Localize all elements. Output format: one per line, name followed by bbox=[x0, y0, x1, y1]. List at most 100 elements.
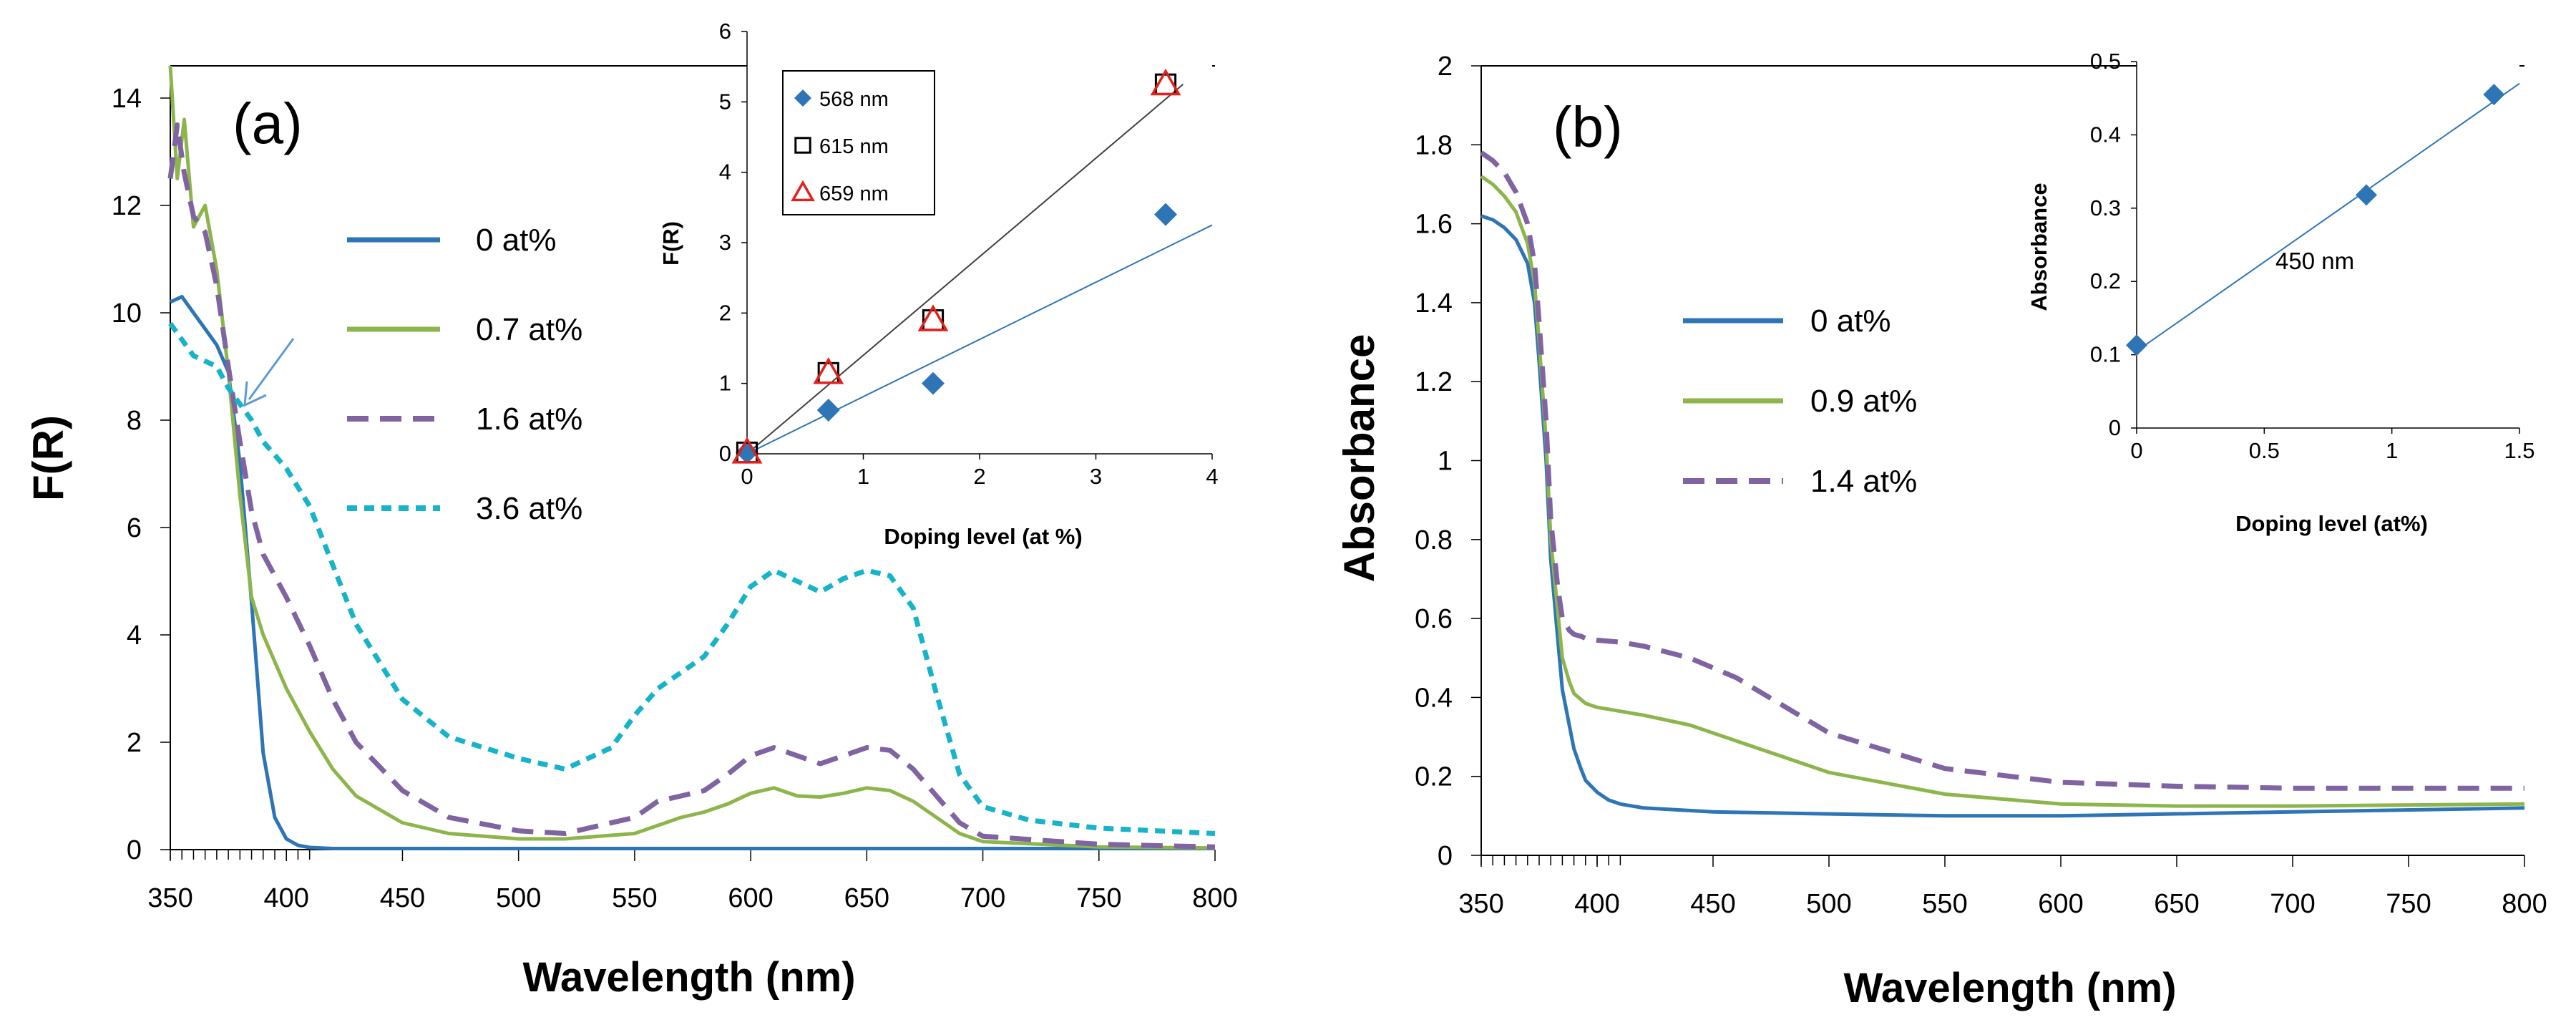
legend-label: 1.4 at% bbox=[1810, 464, 1917, 499]
x-tick-label: 550 bbox=[612, 883, 657, 913]
y-tick-label: 0.5 bbox=[2090, 49, 2121, 74]
y-tick-label: 2 bbox=[1438, 52, 1453, 82]
x-tick-label: 0.5 bbox=[2249, 438, 2280, 463]
legend-label: 0.9 at% bbox=[1810, 384, 1917, 419]
y-tick-label: 0 bbox=[1438, 841, 1453, 871]
y-axis-label: Absorbance bbox=[1335, 334, 1383, 583]
x-tick-label: 600 bbox=[728, 883, 773, 913]
data-point-568-nm bbox=[816, 399, 840, 422]
legend-label: 0 at% bbox=[476, 223, 557, 258]
x-tick-label: 500 bbox=[1806, 889, 1851, 919]
legend-marker bbox=[791, 180, 815, 202]
y-tick-label: 0.6 bbox=[1415, 604, 1453, 634]
series-line-0-7at bbox=[168, 65, 1216, 850]
x-axis-label: Wavelength (nm) bbox=[1843, 965, 2176, 1011]
y-tick-label: 0 bbox=[2109, 415, 2121, 440]
chart-a-inset: 0 1 2 3 4 0 1 2 3 4 5 6 568 nm 615 nm 659 nm Doping lev… bbox=[658, 19, 1219, 549]
y-tick-label: 5 bbox=[719, 89, 731, 114]
data-point-659-nm bbox=[813, 356, 844, 384]
data-point-659-nm bbox=[731, 437, 763, 464]
y-axis-label: Absorbance bbox=[2026, 183, 2051, 311]
y-tick-label: 2 bbox=[127, 728, 142, 758]
y-tick-label: 0.4 bbox=[1415, 683, 1453, 713]
x-tick-label: 1.5 bbox=[2504, 438, 2534, 463]
y-tick-label: 0.3 bbox=[2090, 195, 2121, 220]
x-tick-label: 3 bbox=[1090, 464, 1102, 489]
y-tick-label: 1.8 bbox=[1415, 130, 1453, 160]
data-point-659-nm bbox=[917, 304, 949, 331]
series-line-0-9at bbox=[1480, 175, 2525, 808]
x-tick-label: 1 bbox=[2386, 438, 2398, 463]
x-tick-label: 550 bbox=[1922, 889, 1967, 919]
x-tick-label: 750 bbox=[1076, 883, 1121, 913]
y-tick-label: 0 bbox=[127, 835, 142, 865]
x-tick-label: 650 bbox=[2154, 889, 2199, 919]
legend-label: 1.6 at% bbox=[476, 402, 582, 437]
y-tick-label: 1.4 bbox=[1415, 288, 1453, 319]
y-tick-label: 0.2 bbox=[2090, 268, 2121, 293]
x-tick-label: 600 bbox=[2038, 889, 2083, 919]
panel-label: (b) bbox=[1553, 95, 1623, 159]
series-line-3-6at bbox=[168, 321, 1216, 836]
y-tick-label: 6 bbox=[127, 513, 142, 543]
legend-label: 0.7 at% bbox=[476, 312, 582, 347]
x-tick-label: 450 bbox=[380, 883, 425, 913]
series-line-0at bbox=[169, 295, 1215, 850]
legend: 0 at% 0.9 at% 1.4 at% bbox=[1683, 303, 1917, 499]
x-tick-label: 450 bbox=[1690, 889, 1735, 919]
data-point-450nm bbox=[2356, 184, 2377, 206]
arrow-annotation bbox=[243, 338, 295, 407]
legend-label: 3.6 at% bbox=[476, 491, 582, 526]
chart-b: 350 400 450 500 550 600 650 700 750 800 0 0.2 0.4 0.6… bbox=[1335, 52, 2547, 1011]
x-tick-label: 350 bbox=[147, 883, 192, 913]
x-tick-label: 4 bbox=[1206, 464, 1218, 489]
x-tick-label: 700 bbox=[2270, 889, 2315, 919]
y-tick-label: 0.8 bbox=[1415, 525, 1453, 555]
x-tick-label: 800 bbox=[1192, 883, 1237, 913]
x-tick-label: 1 bbox=[857, 464, 869, 489]
x-tick-label: 400 bbox=[264, 883, 309, 913]
trendline bbox=[746, 83, 1184, 455]
legend-label: 659 nm bbox=[819, 183, 889, 205]
chart-a: 350 400 450 500 550 600 650 700 750 8000246810121… bbox=[24, 65, 1238, 1001]
legend-label: 615 nm bbox=[819, 135, 889, 158]
panel-label: (a) bbox=[233, 92, 303, 155]
series-line-1-4at bbox=[1480, 150, 2524, 791]
trendline bbox=[2136, 82, 2520, 352]
x-tick-label: 350 bbox=[1458, 889, 1503, 919]
inset-plot-area bbox=[2137, 62, 2519, 428]
x-tick-label: 750 bbox=[2386, 889, 2431, 919]
y-tick-label: 0.2 bbox=[1415, 762, 1453, 792]
y-tick-label: 12 bbox=[112, 191, 142, 221]
y-tick-label: 1.2 bbox=[1415, 367, 1453, 397]
y-tick-label: 1.6 bbox=[1415, 210, 1453, 240]
y-tick-label: 8 bbox=[127, 406, 142, 436]
y-tick-label: 10 bbox=[112, 298, 142, 329]
x-tick-label: 400 bbox=[1574, 889, 1619, 919]
y-tick-label: 1 bbox=[719, 371, 731, 396]
y-tick-label: 2 bbox=[719, 300, 731, 325]
x-axis-label: Doping level (at%) bbox=[2235, 511, 2428, 536]
legend-label: 568 nm bbox=[819, 88, 889, 111]
data-point-568-nm bbox=[922, 371, 945, 395]
inset-annotation: 450 nm bbox=[2275, 248, 2354, 274]
legend-marker bbox=[794, 89, 811, 107]
inset-legend: 568 nm 615 nm 659 nm bbox=[782, 70, 935, 215]
legend: 0 at% 0.7 at% 1.6 at% 3.6 at% bbox=[347, 223, 582, 526]
series-line-0at bbox=[1480, 214, 2525, 818]
data-point-450nm bbox=[2483, 84, 2505, 106]
y-axis-label: F(R) bbox=[658, 221, 683, 266]
x-tick-label: 500 bbox=[496, 883, 541, 913]
series-line-1-6at bbox=[167, 122, 1216, 850]
x-tick-label: 2 bbox=[973, 464, 985, 489]
x-axis-label: Doping level (at %) bbox=[884, 524, 1082, 549]
y-tick-label: 0.4 bbox=[2090, 122, 2121, 147]
y-axis-label: F(R) bbox=[24, 415, 72, 501]
legend-label: 0 at% bbox=[1810, 303, 1891, 339]
y-tick-label: 4 bbox=[127, 621, 142, 651]
y-tick-label: 0.1 bbox=[2090, 342, 2121, 367]
y-tick-label: 3 bbox=[719, 230, 731, 255]
data-point-568-nm bbox=[736, 441, 758, 465]
y-tick-label: 14 bbox=[112, 84, 142, 114]
